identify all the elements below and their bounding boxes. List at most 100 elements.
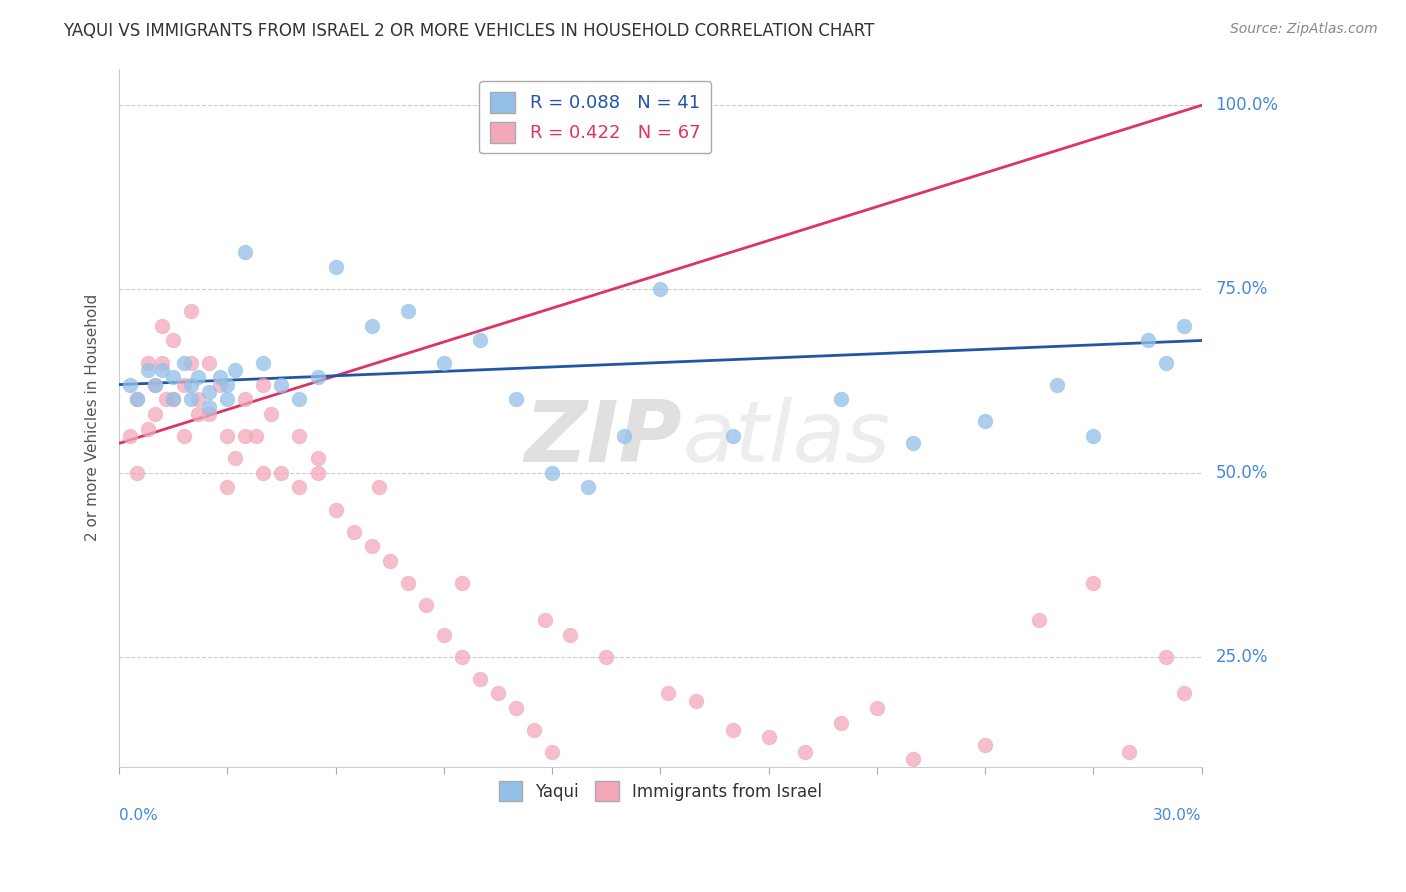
Point bbox=[1028, 613, 1050, 627]
Point bbox=[162, 334, 184, 348]
Point bbox=[143, 377, 166, 392]
Point bbox=[450, 576, 472, 591]
Point bbox=[396, 576, 419, 591]
Point bbox=[721, 723, 744, 737]
Point bbox=[217, 429, 239, 443]
Point bbox=[209, 377, 232, 392]
Point bbox=[270, 377, 292, 392]
Point bbox=[830, 392, 852, 407]
Point bbox=[288, 481, 311, 495]
Point bbox=[127, 466, 149, 480]
Point bbox=[136, 355, 159, 369]
Point bbox=[136, 363, 159, 377]
Text: Source: ZipAtlas.com: Source: ZipAtlas.com bbox=[1230, 22, 1378, 37]
Point bbox=[1083, 576, 1105, 591]
Point bbox=[217, 377, 239, 392]
Point bbox=[325, 502, 347, 516]
Point bbox=[343, 524, 366, 539]
Point bbox=[505, 392, 527, 407]
Point bbox=[252, 466, 274, 480]
Text: 0.0%: 0.0% bbox=[120, 808, 157, 823]
Point bbox=[150, 355, 173, 369]
Text: YAQUI VS IMMIGRANTS FROM ISRAEL 2 OR MORE VEHICLES IN HOUSEHOLD CORRELATION CHAR: YAQUI VS IMMIGRANTS FROM ISRAEL 2 OR MOR… bbox=[63, 22, 875, 40]
Point bbox=[450, 649, 472, 664]
Point bbox=[235, 429, 257, 443]
Point bbox=[209, 370, 232, 384]
Point bbox=[217, 392, 239, 407]
Point bbox=[576, 481, 599, 495]
Point bbox=[180, 304, 202, 318]
Point bbox=[127, 392, 149, 407]
Point bbox=[162, 370, 184, 384]
Point bbox=[468, 672, 491, 686]
Point bbox=[650, 282, 672, 296]
Point bbox=[162, 392, 184, 407]
Point bbox=[187, 407, 209, 421]
Point bbox=[252, 377, 274, 392]
Text: 100.0%: 100.0% bbox=[1216, 96, 1278, 114]
Point bbox=[685, 693, 707, 707]
Point bbox=[1154, 649, 1177, 664]
Point bbox=[415, 598, 437, 612]
Text: 30.0%: 30.0% bbox=[1153, 808, 1202, 823]
Point bbox=[288, 392, 311, 407]
Y-axis label: 2 or more Vehicles in Household: 2 or more Vehicles in Household bbox=[86, 294, 100, 541]
Point bbox=[187, 370, 209, 384]
Point bbox=[541, 745, 564, 759]
Point bbox=[1154, 355, 1177, 369]
Point bbox=[396, 304, 419, 318]
Point bbox=[173, 377, 195, 392]
Point bbox=[150, 318, 173, 333]
Point bbox=[162, 392, 184, 407]
Point bbox=[118, 377, 141, 392]
Point bbox=[1173, 318, 1195, 333]
Point bbox=[224, 363, 246, 377]
Point bbox=[433, 627, 456, 641]
Point bbox=[558, 627, 581, 641]
Point bbox=[136, 422, 159, 436]
Point bbox=[143, 377, 166, 392]
Point bbox=[173, 355, 195, 369]
Point bbox=[180, 355, 202, 369]
Point bbox=[307, 370, 329, 384]
Point bbox=[468, 334, 491, 348]
Text: 25.0%: 25.0% bbox=[1216, 648, 1268, 665]
Text: ZIP: ZIP bbox=[524, 397, 682, 480]
Point bbox=[830, 715, 852, 730]
Point bbox=[367, 481, 389, 495]
Point bbox=[252, 355, 274, 369]
Point bbox=[235, 392, 257, 407]
Point bbox=[245, 429, 267, 443]
Text: atlas: atlas bbox=[682, 397, 890, 480]
Point bbox=[541, 466, 564, 480]
Point bbox=[180, 377, 202, 392]
Point bbox=[288, 429, 311, 443]
Point bbox=[486, 686, 509, 700]
Point bbox=[901, 752, 924, 766]
Point bbox=[974, 738, 997, 752]
Point bbox=[118, 429, 141, 443]
Point bbox=[1173, 686, 1195, 700]
Point bbox=[360, 318, 382, 333]
Point bbox=[187, 392, 209, 407]
Point bbox=[150, 363, 173, 377]
Point bbox=[259, 407, 281, 421]
Point bbox=[505, 701, 527, 715]
Point bbox=[866, 701, 889, 715]
Point bbox=[758, 731, 780, 745]
Point bbox=[155, 392, 177, 407]
Point bbox=[143, 407, 166, 421]
Point bbox=[433, 355, 456, 369]
Point bbox=[235, 245, 257, 260]
Point bbox=[534, 613, 557, 627]
Point bbox=[270, 466, 292, 480]
Point bbox=[1136, 334, 1159, 348]
Point bbox=[198, 407, 221, 421]
Point bbox=[360, 539, 382, 553]
Point bbox=[974, 414, 997, 428]
Point bbox=[173, 429, 195, 443]
Point bbox=[1046, 377, 1069, 392]
Point bbox=[180, 392, 202, 407]
Point bbox=[595, 649, 617, 664]
Point bbox=[1083, 429, 1105, 443]
